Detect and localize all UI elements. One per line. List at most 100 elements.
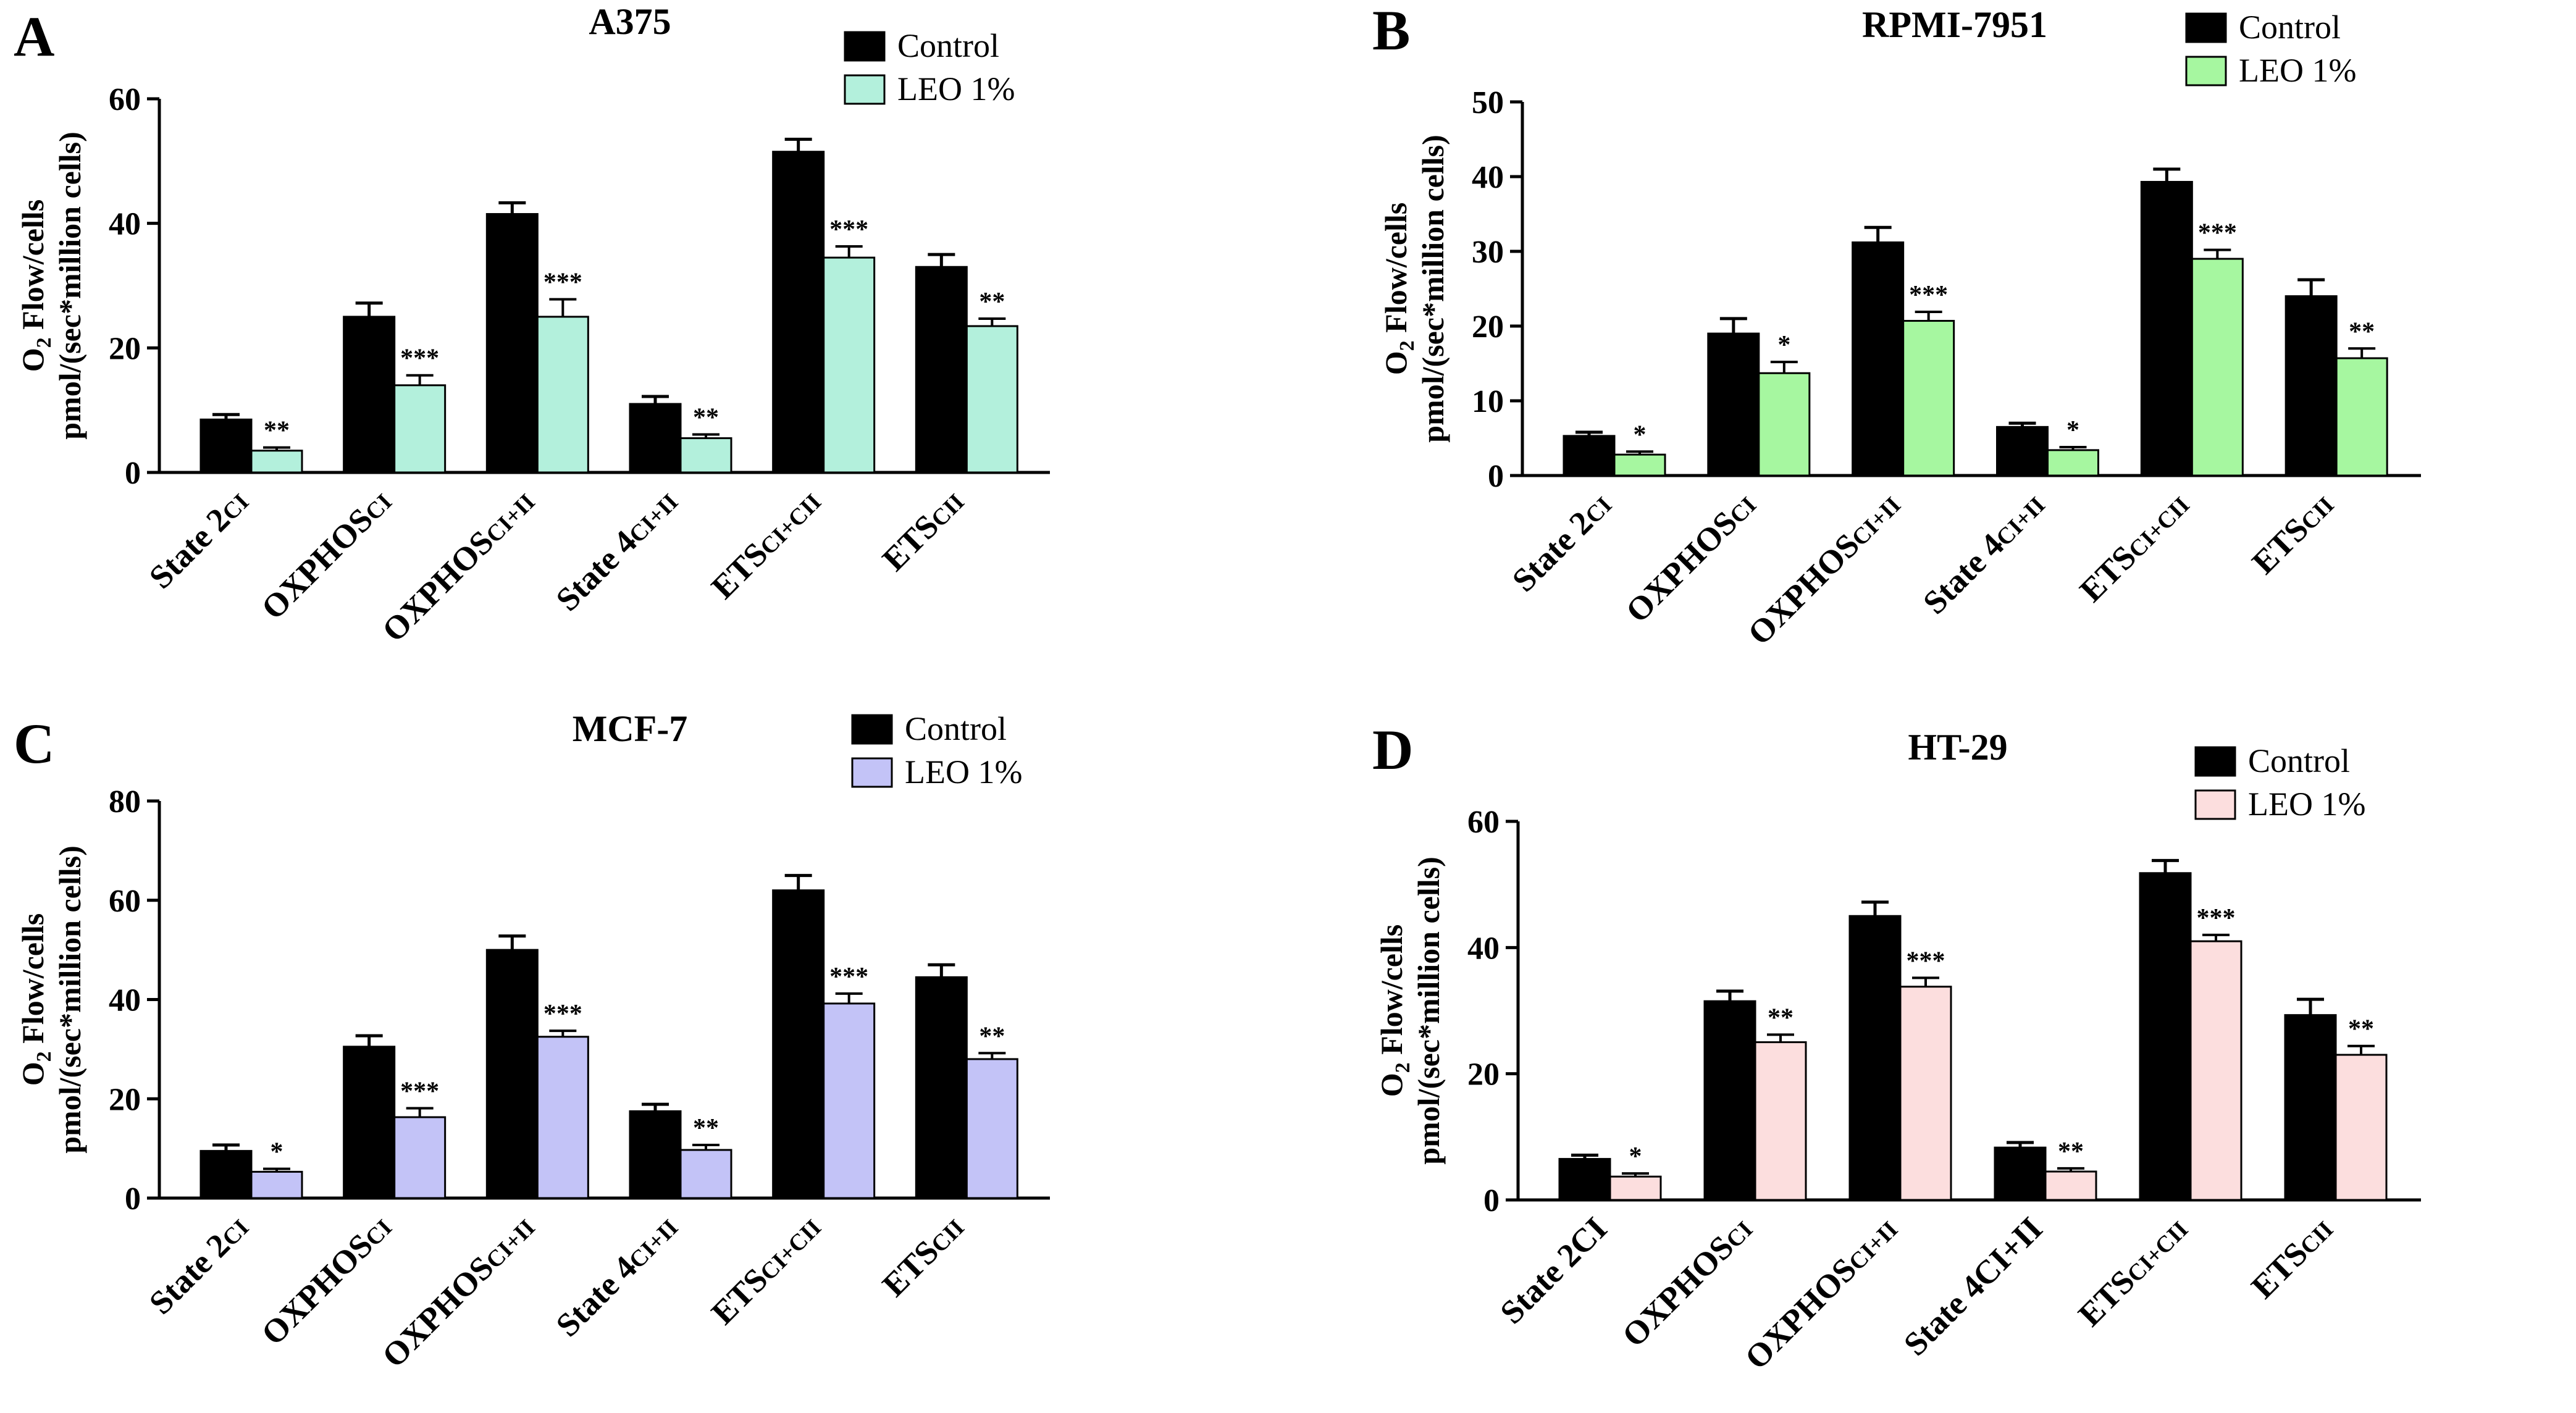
panel-letter: B	[1372, 0, 1410, 62]
y-tick-label: 20	[109, 1082, 141, 1117]
y-axis-label-o: O	[1378, 351, 1413, 375]
bar-control-4	[2140, 180, 2193, 477]
bar-control-5	[915, 266, 968, 474]
y-axis-label-o: O	[1374, 1073, 1409, 1097]
bar-control-4	[772, 151, 825, 474]
y-tick-label: 60	[1467, 805, 1500, 840]
legend-swatch-treatment	[2194, 789, 2236, 820]
x-tick-label-base: OXPHOS	[1740, 526, 1866, 652]
y-axis-label-rest: Flow/cells	[1378, 203, 1413, 341]
bar-control-4	[2139, 872, 2192, 1201]
bar-control-5	[2284, 295, 2338, 477]
bar-treatment-2	[1902, 320, 1955, 477]
y-axis-label-line1: O2 Flow/cells	[15, 199, 56, 372]
x-tick-label: State 4CI+II	[549, 1208, 685, 1344]
y-tick-label: 20	[109, 331, 141, 366]
significance-label: **	[2349, 317, 2375, 346]
legend-label-control: Control	[2239, 9, 2341, 46]
legend-swatch-treatment	[851, 757, 893, 788]
y-axis-label-line1: O2 Flow/cells	[1378, 203, 1419, 375]
y-axis-label-o: O	[15, 1062, 50, 1086]
x-tick-label: OXPHOSCI	[254, 1208, 399, 1352]
x-tick-label-base: OXPHOS	[1619, 504, 1745, 630]
significance-label: ***	[2198, 219, 2237, 248]
legend-swatch-control	[844, 31, 886, 62]
y-tick-label: 40	[1467, 931, 1500, 966]
significance-label: **	[979, 288, 1005, 316]
x-tick-label: State 2CI	[1505, 485, 1619, 599]
x-tick-label: OXPHOSCI+II	[1740, 485, 1907, 652]
bar-control-0	[199, 418, 253, 474]
x-tick-label-base: OXPHOS	[1738, 1251, 1864, 1377]
x-tick-label-base: State 4	[549, 1249, 644, 1344]
x-tick-label: ETSCI+CII	[2073, 485, 2196, 609]
y-tick-label: 0	[1488, 459, 1504, 494]
bar-control-2	[1852, 241, 1905, 477]
x-tick-label-sub: CI+II	[624, 1215, 684, 1274]
bar-control-4	[772, 889, 825, 1199]
bar-treatment-2	[1899, 986, 1952, 1201]
bar-control-3	[629, 403, 682, 474]
legend-label-treatment: LEO 1%	[905, 753, 1022, 790]
x-tick-label-sub: CI+CII	[755, 489, 826, 560]
y-axis-label-line2: pmol/(sec*million cells)	[1411, 857, 1446, 1165]
bar-treatment-4	[2189, 940, 2242, 1201]
significance-label: **	[2058, 1138, 2084, 1166]
significance-label: ***	[829, 216, 868, 244]
significance-label: *	[271, 1138, 283, 1167]
x-tick-label: ETSCI+CII	[2071, 1210, 2194, 1333]
x-tick-label: OXPHOSCI	[1615, 1210, 1760, 1354]
significance-label: ***	[543, 1000, 582, 1028]
x-tick-label: State 4CI+II	[549, 482, 685, 618]
y-tick-label: 40	[109, 207, 141, 242]
legend-label-treatment: LEO 1%	[897, 70, 1015, 107]
x-tick-label-sub: CI+II	[624, 489, 684, 548]
bar-control-1	[1703, 1000, 1756, 1201]
x-tick-label-sub: CI+CII	[755, 1215, 826, 1286]
x-tick-label-base: OXPHOS	[254, 501, 380, 627]
y-tick-label: 40	[109, 983, 141, 1018]
bar-control-5	[915, 976, 968, 1199]
x-tick-label-base: State 4	[1916, 526, 2011, 621]
bar-control-5	[2284, 1014, 2337, 1201]
x-tick-label-sub: CI+II	[481, 1215, 540, 1274]
x-tick-label-sub: CI+II	[1844, 1217, 1903, 1276]
bar-treatment-0	[250, 1170, 303, 1199]
x-tick-label-base: State 2CI	[1493, 1210, 1614, 1331]
x-tick-label: State 2CI	[1493, 1210, 1614, 1331]
x-tick-label: ETSCII	[875, 482, 971, 578]
bar-treatment-5	[965, 1058, 1018, 1199]
x-tick-label: State 4CI+II	[1916, 485, 2052, 621]
bar-treatment-1	[1758, 372, 1811, 477]
x-tick-label: ETSCII	[2245, 485, 2341, 581]
y-axis-label-rest: Flow/cells	[15, 199, 50, 338]
bar-treatment-3	[2047, 449, 2099, 477]
bar-control-0	[199, 1150, 253, 1199]
x-tick-label-base: OXPHOS	[254, 1226, 380, 1352]
significance-label: *	[2066, 416, 2079, 445]
x-tick-label: State 2CI	[142, 482, 256, 596]
bar-control-1	[343, 316, 396, 474]
bar-treatment-1	[1754, 1041, 1807, 1201]
chart-title: MCF-7	[573, 708, 688, 749]
legend-swatch-treatment	[844, 74, 886, 105]
y-axis-label-o-sub: 2	[33, 1051, 56, 1062]
significance-label: **	[693, 1114, 719, 1143]
x-tick-label: ETSCII	[875, 1208, 971, 1304]
bar-treatment-0	[1613, 453, 1666, 477]
significance-label: ***	[829, 963, 868, 991]
x-tick-label-base: State 4	[549, 523, 644, 618]
bar-control-0	[1558, 1158, 1611, 1201]
bar-control-2	[1848, 915, 1902, 1201]
x-tick-label-base: State 2	[142, 501, 237, 596]
bar-control-2	[485, 213, 539, 474]
y-axis-label-line1: O2 Flow/cells	[1374, 925, 1414, 1097]
y-axis-label-rest: Flow/cells	[1374, 925, 1409, 1063]
significance-label: ***	[1909, 281, 1948, 309]
chart-title: A375	[589, 1, 671, 42]
y-tick-label: 0	[1483, 1183, 1500, 1218]
bar-treatment-1	[393, 384, 447, 474]
bar-treatment-0	[1609, 1175, 1662, 1201]
bar-control-0	[1563, 435, 1616, 477]
